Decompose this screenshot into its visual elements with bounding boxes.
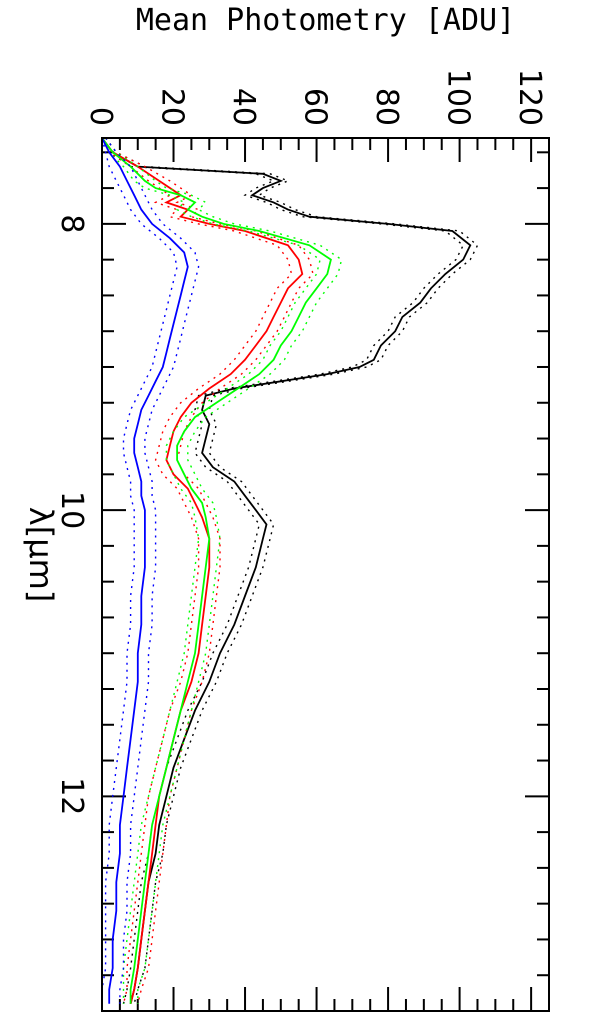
series-line-black-solid-0	[101, 137, 472, 1005]
series-line-red-dotted-4	[105, 137, 314, 1004]
x-tick-label: 10	[54, 491, 89, 529]
series-line-red-dotted-5	[101, 137, 293, 1004]
x-tick-label: 12	[54, 777, 89, 815]
series-line-black-dotted-2	[101, 137, 465, 1004]
series-line-green-dotted-7	[105, 137, 343, 1004]
series-line-blue-dotted-10	[105, 137, 200, 1004]
y-tick-label: 60	[298, 88, 333, 126]
x-axis-label: λ[μm]	[22, 507, 60, 602]
plot-frame	[101, 137, 550, 1012]
y-tick-label: 120	[512, 69, 547, 126]
series-line-black-dotted-1	[105, 137, 479, 1004]
series-line-red-solid-3	[101, 137, 304, 1005]
y-tick-label: 100	[441, 69, 476, 126]
series-line-blue-solid-9	[101, 137, 189, 1004]
series-line-green-dotted-8	[101, 137, 321, 1004]
rotated-plot-group: 0 20 40 60 80 100 120 8 10 12 λ[μm] Mean Photomet…	[22, 3, 550, 1012]
tick-marks	[101, 138, 550, 1012]
y-axis-label: Mean Photometry [ADU]	[136, 3, 515, 38]
y-tick-label: 20	[155, 88, 190, 126]
x-tick-label: 8	[54, 214, 89, 233]
series-layer	[101, 137, 479, 1005]
series-line-blue-dotted-11	[101, 137, 178, 1004]
y-tick-label: 80	[369, 88, 404, 126]
y-tick-label: 0	[83, 107, 118, 126]
series-line-green-solid-6	[101, 137, 332, 1004]
y-tick-label: 40	[226, 88, 261, 126]
tick-labels: 0 20 40 60 80 100 120 8 10 12	[54, 69, 547, 816]
